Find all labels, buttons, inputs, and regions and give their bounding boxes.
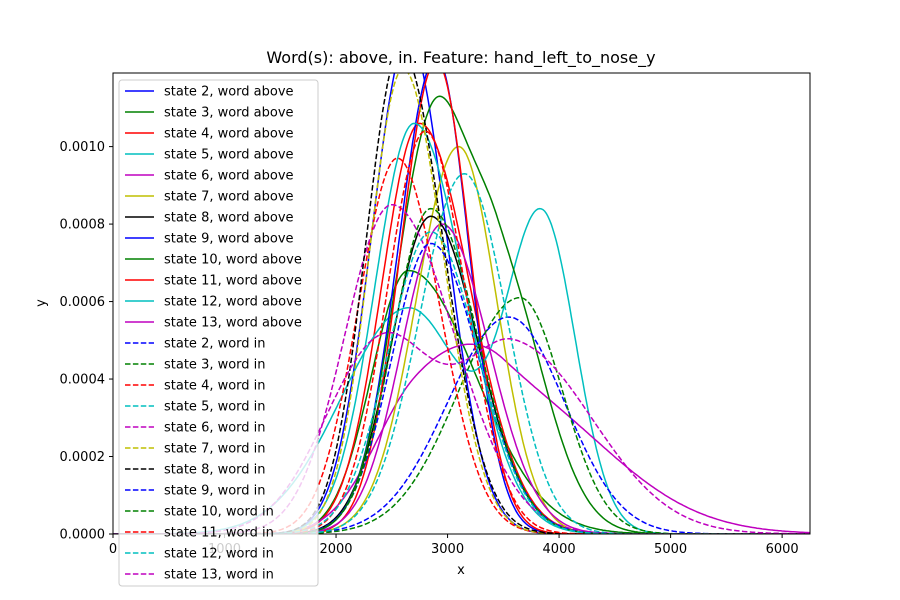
x-axis: 0100020003000400050006000 — [109, 534, 799, 557]
series-line — [113, 223, 810, 534]
plot-frame — [112, 72, 811, 535]
series-line — [113, 145, 810, 534]
x-tick-label: 6000 — [766, 542, 799, 557]
x-tick-label: 0 — [109, 542, 117, 557]
series-line — [113, 130, 810, 534]
legend-label: state 9, word above — [164, 232, 294, 247]
legend-label: state 7, word in — [164, 442, 266, 457]
legend-label: state 11, word in — [164, 526, 274, 541]
legend-label: state 3, word in — [164, 358, 266, 373]
legend-label: state 4, word in — [164, 379, 266, 394]
series-line — [113, 157, 810, 534]
chart-title: Word(s): above, in. Feature: hand_left_t… — [266, 48, 655, 68]
legend-label: state 10, word in — [164, 505, 274, 520]
legend-label: state 4, word above — [164, 127, 294, 142]
legend-label: state 2, word in — [164, 337, 266, 352]
series-line — [113, 73, 810, 534]
legend-label: state 13, word in — [164, 568, 274, 583]
legend-label: state 5, word above — [164, 148, 294, 163]
legend-label: state 2, word above — [164, 85, 294, 100]
legend-label: state 8, word in — [164, 463, 266, 478]
series-line — [113, 242, 810, 534]
legend-label: state 13, word above — [164, 316, 302, 331]
legend-label: state 9, word in — [164, 484, 266, 499]
x-axis-label: x — [457, 563, 465, 578]
legend-label: state 12, word above — [164, 295, 302, 310]
y-tick-label: 0.0004 — [60, 373, 106, 388]
series-line — [113, 95, 810, 534]
series-line — [113, 269, 810, 534]
legend: state 2, word above state 3, word above st… — [118, 79, 319, 587]
series-line — [113, 331, 810, 534]
legend-box — [118, 79, 319, 587]
x-tick-label: 5000 — [654, 542, 687, 557]
legend-label: state 7, word above — [164, 190, 294, 205]
legend-label: state 3, word above — [164, 106, 294, 121]
y-tick-label: 0.0008 — [60, 218, 106, 233]
series-line — [113, 203, 810, 534]
series-line — [113, 73, 810, 534]
legend-label: state 11, word above — [164, 274, 302, 289]
series-line — [113, 172, 810, 534]
series-layer — [113, 73, 810, 534]
x-tick-label: 4000 — [543, 542, 576, 557]
legend-label: state 5, word in — [164, 400, 266, 415]
y-tick-label: 0.0010 — [60, 140, 106, 155]
x-tick-label: 2000 — [319, 542, 352, 557]
x-tick-label: 3000 — [431, 542, 464, 557]
legend-label: state 12, word in — [164, 547, 274, 562]
legend-label: state 8, word above — [164, 211, 294, 226]
y-tick-label: 0.0002 — [60, 450, 106, 465]
legend-label: state 10, word above — [164, 253, 302, 268]
legend-label: state 6, word in — [164, 421, 266, 436]
y-tick-label: 0.0006 — [60, 295, 106, 310]
series-line — [113, 343, 810, 534]
y-axis-label: y — [34, 299, 49, 307]
y-axis: 0.0000 0.0002 0.0004 0.0006 0.0008 0.0010 — [60, 140, 113, 543]
legend-label: state 6, word above — [164, 169, 294, 184]
y-tick-label: 0.0000 — [60, 528, 106, 543]
